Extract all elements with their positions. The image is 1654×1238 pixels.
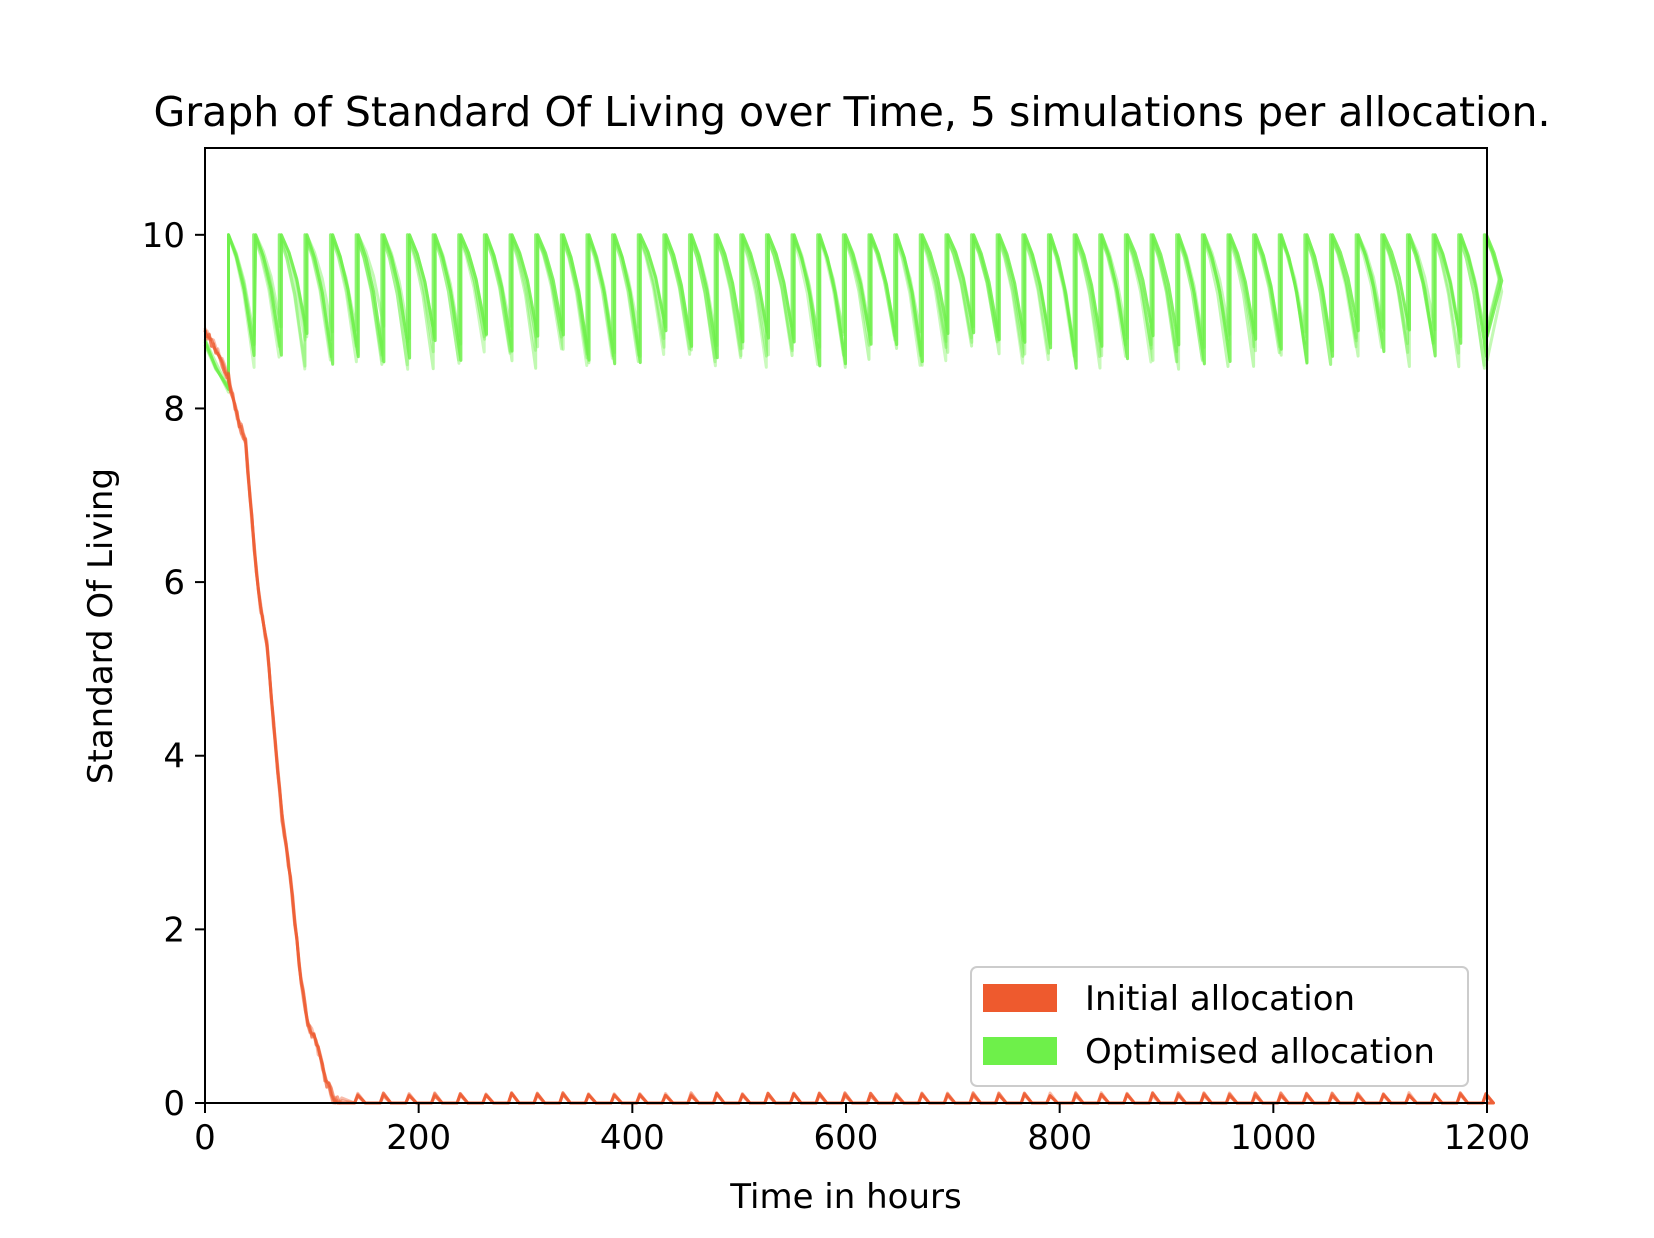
series-line-optimised	[203, 233, 1504, 394]
x-axis-ticks: 0 200 400 600 800 1000 1200	[194, 1103, 1530, 1158]
y-tick-label: 10	[142, 216, 185, 256]
y-axis-ticks: 0 2 4 6 8 10	[142, 216, 205, 1124]
series-line-optimised	[203, 233, 1502, 390]
x-tick-label: 200	[386, 1118, 451, 1158]
x-tick-label: 400	[600, 1118, 665, 1158]
x-tick-label: 1000	[1230, 1118, 1317, 1158]
x-tick-label: 1200	[1444, 1118, 1531, 1158]
x-axis-label: Time in hours	[729, 1177, 961, 1217]
legend-box	[970, 966, 1469, 1087]
chart-title: Graph of Standard Of Living over Time, 5…	[153, 88, 1550, 136]
legend-label-optimised: Optimised allocation	[1085, 1032, 1435, 1072]
y-tick-label: 0	[163, 1084, 185, 1124]
x-tick-label: 600	[814, 1118, 879, 1158]
y-tick-label: 2	[163, 910, 185, 950]
legend-swatch-optimised	[983, 1037, 1057, 1065]
y-tick-label: 8	[163, 389, 185, 429]
series-line-optimised	[203, 233, 1502, 388]
series-line-optimised	[203, 233, 1504, 391]
y-axis-label: Standard Of Living	[81, 468, 121, 784]
legend-label-initial: Initial allocation	[1085, 979, 1355, 1019]
x-tick-label: 800	[1027, 1118, 1092, 1158]
y-tick-label: 4	[163, 737, 185, 777]
series-line-optimised	[203, 233, 1502, 389]
x-tick-label: 0	[194, 1118, 216, 1158]
y-tick-label: 6	[163, 563, 185, 603]
legend: Initial allocation Optimised allocation	[970, 966, 1469, 1087]
legend-swatch-initial	[983, 984, 1057, 1012]
